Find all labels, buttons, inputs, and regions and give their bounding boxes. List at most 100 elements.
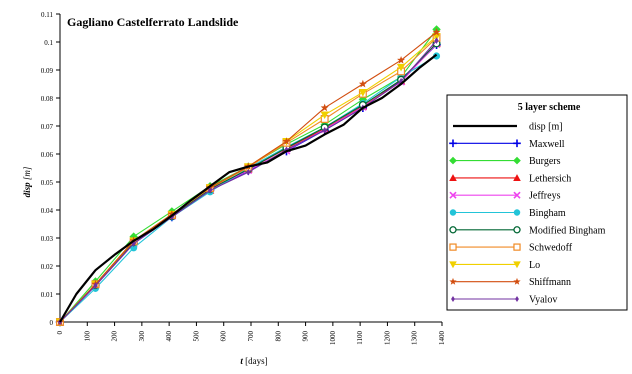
x-tick-label: 300 [138, 331, 146, 342]
y-tick-label: 0.07 [41, 123, 54, 131]
series-line [59, 43, 437, 323]
x-tick-label: 500 [192, 331, 200, 342]
x-axis-label: t [days] [240, 356, 267, 366]
series-line [59, 44, 437, 323]
star-marker [513, 277, 521, 285]
legend-label: Burgers [529, 156, 561, 167]
triangle-marker [513, 174, 521, 181]
diamond-marker [449, 156, 457, 165]
x-marker [513, 191, 521, 199]
star-marker [397, 56, 406, 64]
legend-label: Lo [529, 260, 540, 271]
y-tick-label: 0.08 [41, 95, 54, 103]
star-marker [449, 277, 457, 285]
y-tick-label: 0.03 [41, 235, 54, 243]
x-tick-label: 900 [302, 331, 310, 342]
star-marker [432, 28, 441, 36]
x-tick-label: 800 [274, 331, 282, 342]
legend-label: Schwedoff [529, 243, 573, 254]
star-marker [358, 79, 367, 88]
legend-item: Vyalov [451, 295, 557, 306]
legend-label: Bingham [529, 208, 566, 219]
legend-item: Modified Bingham [449, 225, 606, 236]
legend-item: Lo [449, 260, 540, 271]
x-tick-label: 1200 [383, 331, 391, 346]
star-marker [320, 103, 329, 112]
legend-label: Jeffreys [529, 191, 561, 202]
plus-marker [513, 139, 521, 148]
diamond-marker [93, 282, 98, 289]
legend-label: Maxwell [529, 139, 565, 150]
x-tick-label: 0 [56, 331, 64, 335]
plus-marker [449, 139, 457, 148]
legend: 5 layer scheme disp [m] Maxwell Burgers Leth… [446, 94, 628, 311]
legend-label: Vyalov [529, 295, 557, 306]
diamond-marker [434, 37, 439, 44]
triangle-down-marker [449, 261, 457, 269]
series-jeffreys [56, 40, 441, 326]
series-lo [55, 33, 441, 327]
legend-item: Shiffmann [449, 277, 571, 288]
x-tick-label: 200 [111, 331, 119, 342]
legend-label: Shiffmann [529, 277, 571, 288]
y-tick-label: 0.05 [41, 179, 54, 187]
triangle-down-marker [358, 89, 368, 97]
x-tick-label: 1100 [356, 331, 364, 345]
legend-label: Modified Bingham [529, 225, 606, 236]
x-tick-label: 400 [165, 331, 173, 342]
x-marker [449, 191, 457, 199]
series-disp-m [59, 53, 438, 323]
series-schwedoff [56, 33, 441, 326]
series-burgers [55, 25, 441, 327]
y-axis-label: disp [m] [22, 166, 32, 197]
diamond-marker [515, 295, 519, 303]
legend-item: Bingham [449, 208, 566, 219]
y-tick-label: 0 [50, 319, 54, 327]
x-tick-label: 100 [83, 331, 91, 342]
legend-label: disp [m] [529, 122, 563, 133]
x-tick-label: 700 [247, 331, 255, 342]
y-tick-label: 0.09 [41, 67, 54, 75]
series-layer [55, 25, 441, 327]
chart-title: Gagliano Castelferrato Landslide [67, 15, 239, 29]
legend-item: disp [m] [453, 122, 563, 133]
diamond-marker [513, 156, 521, 165]
x-tick-label: 1400 [438, 331, 446, 346]
y-tick-label: 0.02 [41, 263, 54, 271]
legend-item: Schwedoff [449, 243, 573, 254]
legend-box [446, 94, 628, 311]
square-open-marker [449, 243, 457, 251]
series-maxwell [55, 40, 441, 327]
y-tick-label: 0.04 [41, 207, 54, 215]
series-shiffmann [56, 28, 441, 326]
circle-open-marker [513, 226, 521, 234]
star-marker [282, 137, 291, 145]
legend-title: 5 layer scheme [518, 102, 581, 113]
circle-open-marker [449, 226, 457, 234]
diamond-marker [451, 295, 455, 303]
legend-item: Maxwell [449, 139, 565, 150]
legend-label: Lethersich [529, 173, 571, 184]
square-open-marker [513, 243, 521, 251]
x-tick-label: 1300 [411, 331, 419, 346]
triangle-down-marker [513, 261, 521, 269]
y-tick-label: 0.1 [44, 39, 53, 47]
axes: 0 0.01 0.02 0.03 0.04 0.05 0.06 0.07 0.08 0.09 0.1… [22, 11, 446, 366]
x-tick-label: 1000 [329, 331, 337, 346]
diamond-marker [207, 187, 213, 194]
legend-item: Jeffreys [449, 191, 561, 202]
y-tick-label: 0.01 [41, 291, 54, 299]
circle-marker [432, 52, 441, 60]
series-line [59, 31, 437, 323]
x-tick-label: 600 [220, 331, 228, 342]
diamond-marker [322, 126, 327, 134]
series-line [59, 53, 438, 323]
circle-marker [449, 209, 457, 216]
circle-marker [513, 209, 521, 216]
series-line [59, 40, 437, 323]
series-line [59, 43, 437, 323]
triangle-down-marker [320, 111, 329, 119]
legend-item: Lethersich [449, 173, 571, 184]
triangle-down-marker [396, 63, 406, 72]
